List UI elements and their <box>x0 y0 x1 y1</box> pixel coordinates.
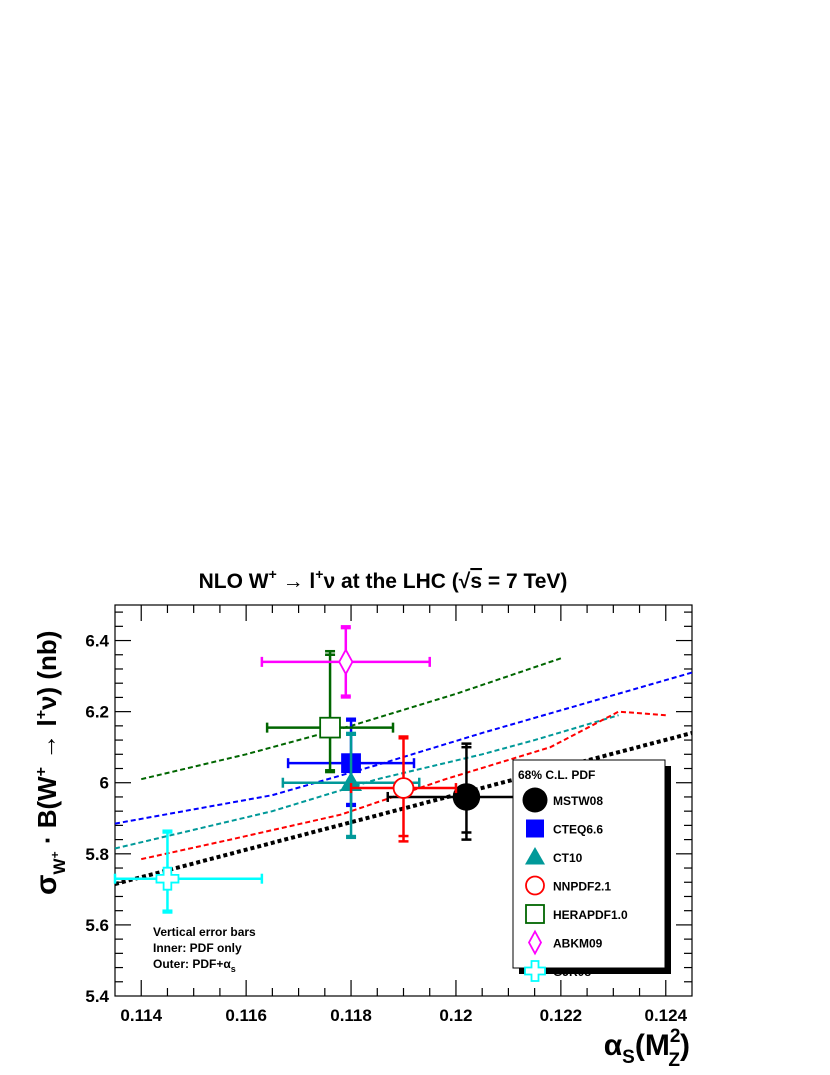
legend-label: GJR08 <box>553 965 591 979</box>
y-tick-label: 5.6 <box>85 916 109 935</box>
marker-abkm09 <box>338 647 354 676</box>
legend-label: CT10 <box>553 851 583 865</box>
legend-item-herapdf1-0: HERAPDF1.0 <box>525 904 628 924</box>
trend-line-nnpdf2-1 <box>141 710 666 861</box>
marker-mstw08 <box>452 783 481 811</box>
annotation-line-1: Vertical error bars <box>153 925 256 939</box>
x-tick-label: 0.124 <box>644 1006 687 1025</box>
x-tick-label: 0.122 <box>540 1006 583 1025</box>
legend-item-abkm09: ABKM09 <box>527 929 603 956</box>
legend-marker-ct10 <box>525 847 545 865</box>
legend-label: CTEQ6.6 <box>553 823 603 837</box>
data-points <box>113 625 547 914</box>
marker-ct10 <box>340 771 363 791</box>
legend-entries: MSTW08 CTEQ6.6 CT10 NNPDF2.1 HERAPDF1.0 ABKM0… <box>522 787 628 982</box>
legend-label: HERAPDF1.0 <box>553 908 628 922</box>
legend-marker-herapdf1-0 <box>525 904 545 924</box>
trend-line-ct10 <box>114 714 619 850</box>
legend-label: ABKM09 <box>553 937 603 951</box>
legend-header: 68% C.L. PDF <box>518 768 595 782</box>
point-abkm09 <box>260 625 431 699</box>
y-tick-label: 5.4 <box>85 987 109 1006</box>
legend-item-ct10: CT10 <box>525 847 583 865</box>
x-axis-label: αS(M2 Z) <box>604 1026 690 1071</box>
y-tick-label: 5.8 <box>85 845 109 864</box>
marker-nnpdf2-1 <box>392 777 415 799</box>
legend-label: NNPDF2.1 <box>553 880 611 894</box>
legend-marker-gjr08 <box>524 960 546 982</box>
marker-gjr08 <box>155 866 180 891</box>
annotation-line-3: Outer: PDF+αs <box>153 957 236 974</box>
x-tick-label: 0.114 <box>120 1006 162 1025</box>
y-axis-label: σW+ · B(W+ → l+ν) (nb) <box>30 631 69 895</box>
trend-line-cteq6-6 <box>114 671 693 825</box>
legend-marker-abkm09 <box>527 929 543 956</box>
y-tick-label: 6.4 <box>85 632 109 651</box>
x-tick-label: 0.118 <box>330 1006 372 1025</box>
x-tick-label: 0.12 <box>439 1006 472 1025</box>
legend-item-gjr08: GJR08 <box>524 960 591 982</box>
y-tick-label: 6.2 <box>85 703 109 722</box>
legend-item-nnpdf2-1: NNPDF2.1 <box>525 875 611 896</box>
sqrt-symbol: √ <box>459 570 471 593</box>
legend-marker-nnpdf2-1 <box>525 875 545 896</box>
legend-label: MSTW08 <box>553 794 603 808</box>
point-nnpdf2-1 <box>349 735 458 843</box>
legend-item-mstw08: MSTW08 <box>522 787 603 813</box>
axes-ticks: 0.114 0.116 0.118 0.12 0.122 0.124 5.4 5.6 5.8 6 6… <box>85 605 692 1025</box>
chart-title: NLO W+ → l+ν at the LHC (√s = 7 TeV) <box>199 566 568 593</box>
y-tick-label: 6 <box>100 774 109 793</box>
legend-marker-cteq6-6 <box>526 819 544 838</box>
point-gjr08 <box>113 829 264 914</box>
legend-item-cteq6-6: CTEQ6.6 <box>526 819 603 838</box>
trend-line-mstw08 <box>114 731 693 886</box>
annotation-line-2: Inner: PDF only <box>153 941 242 955</box>
x-tick-label: 0.116 <box>225 1006 267 1025</box>
point-herapdf1-0 <box>265 649 395 774</box>
marker-herapdf1-0 <box>319 716 341 739</box>
legend-marker-mstw08 <box>522 787 548 813</box>
